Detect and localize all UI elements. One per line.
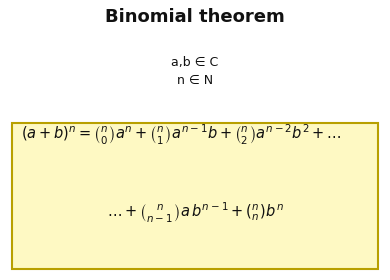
Text: $(a + b)^n = \binom{n}{0}a^n + \binom{n}{1}a^{n-1}b + \binom{n}{2}a^{n-2}b^2 + \: $(a + b)^n = \binom{n}{0}a^n + \binom{n}… [21,122,342,147]
Text: a,b ∈ C
n ∈ N: a,b ∈ C n ∈ N [171,56,219,87]
Text: $\ldots + \binom{n}{n-1}a\,b^{n-1} + \binom{n}{n}b^n$: $\ldots + \binom{n}{n-1}a\,b^{n-1} + \bi… [106,200,284,225]
Text: Binomial theorem: Binomial theorem [105,8,285,26]
FancyBboxPatch shape [12,123,378,269]
